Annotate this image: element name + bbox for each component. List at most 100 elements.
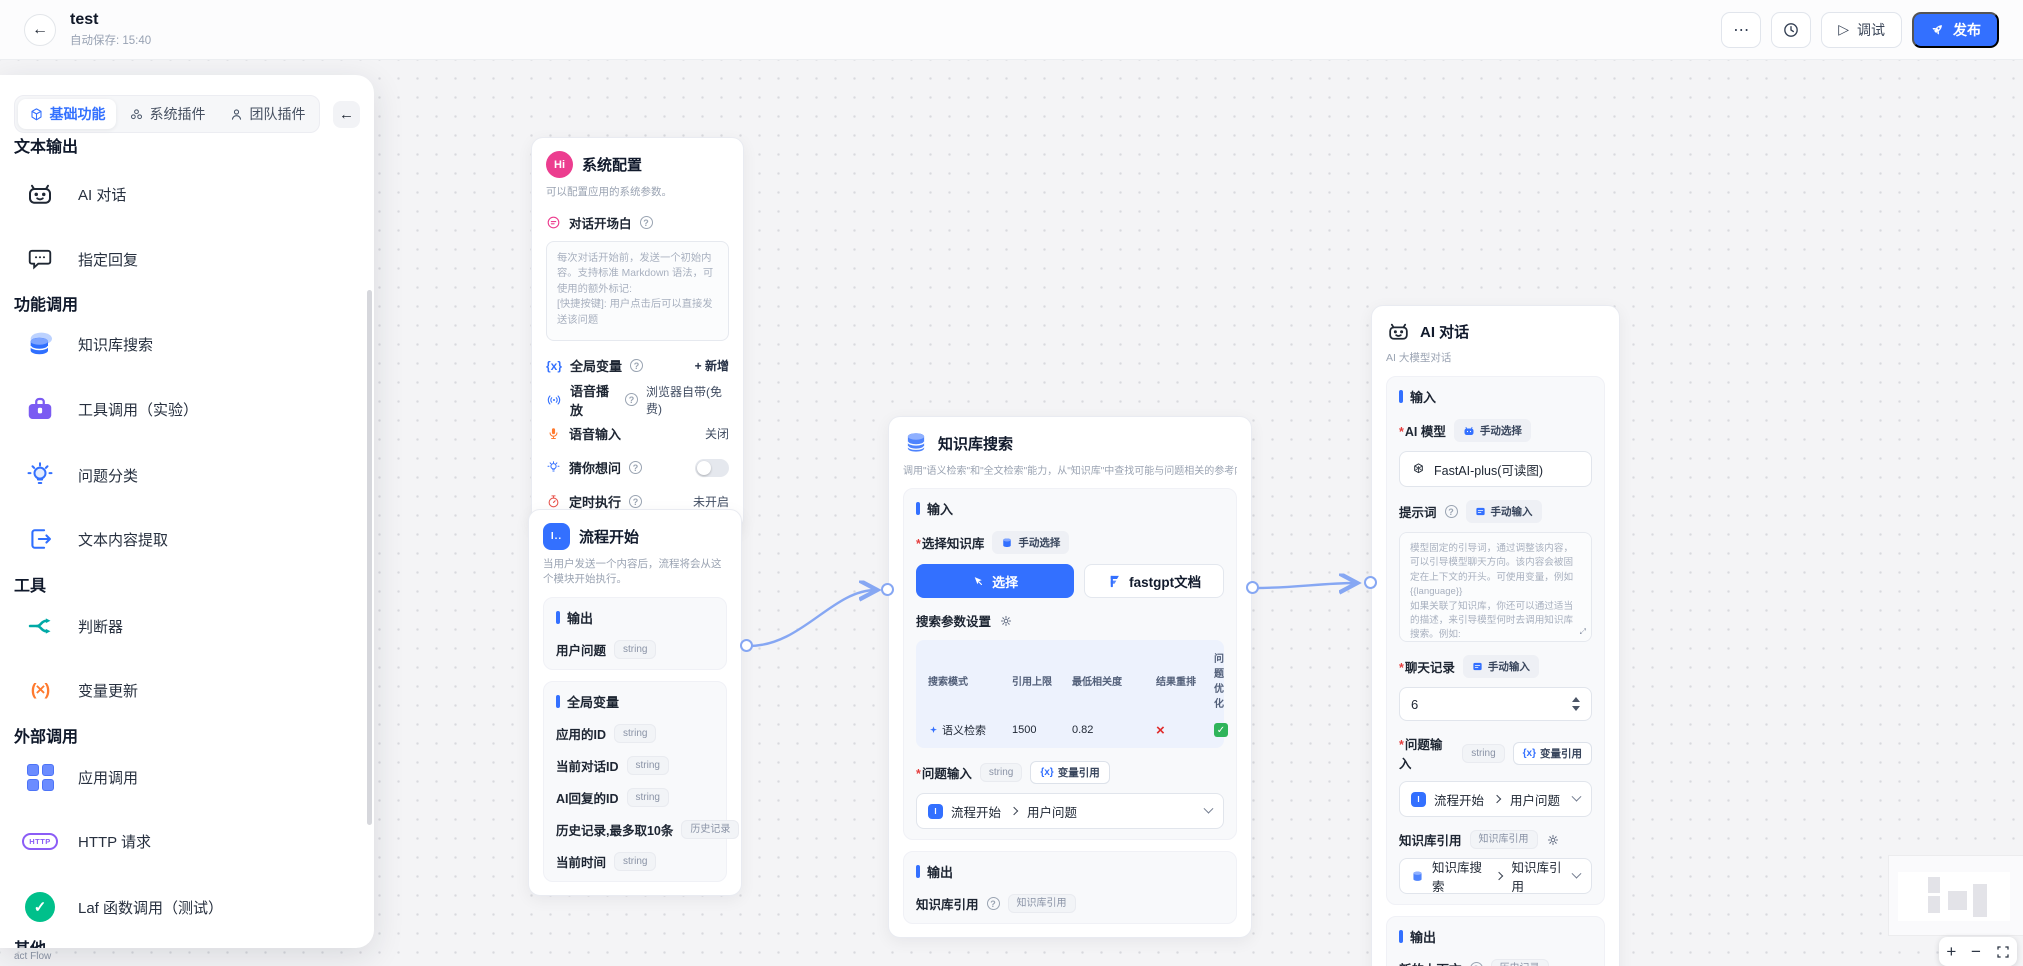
kb-input-box: 输入 选择知识库 手动选择 选择 fastgpt文档 搜索参数设置 搜索模式 引…	[903, 488, 1237, 840]
quote-source-select[interactable]: 知识库搜索 知识库引用	[1399, 858, 1592, 894]
source-field: 用户问题	[1027, 805, 1078, 820]
history-button[interactable]	[1771, 11, 1812, 48]
sidebar-item-app-call[interactable]: 应用调用	[22, 755, 138, 799]
canvas-controls: + −	[1939, 937, 2017, 966]
prompt-textarea[interactable]	[1399, 532, 1592, 642]
welcome-chat-icon	[547, 216, 560, 229]
sidebar-item-tool-call[interactable]: 工具调用（实验）	[22, 387, 198, 431]
stepper-up-icon[interactable]	[1572, 697, 1580, 702]
welcome-textarea[interactable]	[546, 241, 729, 341]
global-label: 应用的ID	[556, 728, 607, 742]
tab-team-plugins[interactable]: 团队插件	[218, 99, 316, 129]
model-mode-badge[interactable]: 手动选择	[1453, 419, 1531, 442]
handle-kb-source[interactable]	[1246, 581, 1259, 594]
flow-start-mini-icon: I	[928, 803, 943, 819]
type-badge: 历史记录	[681, 820, 740, 839]
chevron-down-icon	[1203, 803, 1214, 814]
fit-view-button[interactable]	[1996, 945, 2010, 959]
gear-icon[interactable]	[1546, 833, 1560, 847]
autosave-status: 自动保存: 15:40	[70, 35, 152, 47]
limit-cell: 1500	[1012, 724, 1037, 736]
model-label: AI 模型	[1399, 421, 1446, 440]
bulb-icon	[547, 461, 560, 472]
handle-ai-target[interactable]	[1364, 576, 1377, 589]
handle-start-source[interactable]	[740, 639, 753, 652]
sidebar-item-dataset-search[interactable]: 知识库搜索	[22, 322, 153, 366]
expand-icon[interactable]: ⤢	[1579, 627, 1586, 636]
question-source-select[interactable]: I 流程开始 用户问题	[1399, 781, 1592, 817]
chat-bubble-icon	[22, 241, 58, 277]
source-app: 知识库搜索	[1432, 861, 1483, 894]
debug-button[interactable]: ▷ 调试	[1821, 11, 1902, 48]
sidebar-item-ai-chat[interactable]: AI 对话	[22, 172, 126, 216]
sidebar-item-judge[interactable]: 判断器	[22, 604, 123, 648]
tab-system-plugins[interactable]: 系统插件	[118, 99, 216, 129]
type-badge: string	[626, 788, 669, 807]
schedule-value[interactable]: 未开启	[692, 495, 729, 509]
type-badge: string	[979, 763, 1023, 782]
sidebar-item-http[interactable]: HTTP HTTP 请求	[22, 819, 151, 863]
question-source-select[interactable]: I 流程开始 用户问题	[916, 793, 1224, 829]
section-title: 输入	[1399, 387, 1592, 406]
section-title: 其他	[14, 935, 46, 948]
node-flow-start[interactable]: I.. 流程开始 当用户发送一个内容后，流程将会从这个模块开始执行。 输出 用户…	[528, 509, 742, 896]
back-button[interactable]: ←	[24, 13, 56, 46]
section-title: 输入	[916, 499, 1224, 518]
cursor-icon	[974, 576, 983, 585]
dataset-choose-button[interactable]: 选择	[916, 564, 1075, 598]
zoom-out-button[interactable]: −	[1970, 942, 1981, 961]
tab-basic-modules[interactable]: 基础功能	[18, 99, 116, 129]
sidebar-collapse-button[interactable]: ←	[333, 101, 360, 128]
node-subtitle: 当用户发送一个内容后，流程将会从这个模块开始执行。	[543, 558, 722, 585]
global-label: AI回复的ID	[556, 792, 619, 806]
help-icon: ?	[1469, 962, 1483, 966]
edit-mini-icon	[1473, 662, 1482, 671]
tts-value[interactable]: 浏览器自带(免费)	[645, 384, 722, 416]
node-dataset-search[interactable]: 知识库搜索 调用"语义检索"和"全文检索"能力，从"知识库"中查找可能与问题相关…	[888, 416, 1252, 938]
question-input-label: 问题输入	[1399, 734, 1454, 772]
stt-value[interactable]: 关闭	[704, 427, 729, 441]
sidebar-item-classify[interactable]: 问题分类	[22, 453, 138, 497]
minimap-node	[1973, 884, 1987, 917]
dataset-card[interactable]: fastgpt文档	[1084, 564, 1224, 598]
topbar-actions: ⋯ ▷ 调试 发布	[1721, 11, 1999, 48]
global-label: 当前对话ID	[556, 760, 619, 774]
minimap-node	[1928, 896, 1940, 913]
chevron-right-icon	[1494, 871, 1503, 881]
node-ai-chat[interactable]: AI 对话 AI 大模型对话 输入 AI 模型 手动选择 FastAI-plus…	[1371, 305, 1620, 966]
sidebar-tabs: 基础功能 系统插件 团队插件	[14, 95, 320, 133]
minimap[interactable]	[1889, 856, 2023, 935]
sidebar-item-reply[interactable]: 指定回复	[22, 237, 138, 281]
variable-ref-badge[interactable]: {x} 变量引用	[1512, 741, 1592, 765]
table-header: 搜索模式	[928, 676, 968, 688]
global-row: 当前对话ID string	[556, 756, 714, 775]
sidebar-item-extract[interactable]: 文本内容提取	[22, 517, 168, 561]
chevron-down-icon	[1571, 868, 1582, 879]
prompt-mode-badge[interactable]: 手动输入	[1465, 500, 1542, 523]
handle-kb-target[interactable]	[881, 583, 894, 596]
search-params-table: 搜索模式 引用上限 最低相关度 结果重排 问题优化 语义检索 1500 0.82…	[916, 640, 1228, 748]
bulb-icon	[22, 457, 58, 493]
dataset-mode-badge[interactable]: 手动选择	[992, 531, 1070, 554]
tts-label: 语音播放	[570, 383, 610, 418]
topbar: ← test 自动保存: 15:40 ⋯ ▷ 调试 发布	[0, 0, 2023, 60]
sidebar-item-laf[interactable]: ✓ Laf 函数调用（测试）	[22, 885, 223, 929]
zoom-in-button[interactable]: +	[1946, 942, 1957, 961]
more-button[interactable]: ⋯	[1721, 11, 1762, 48]
stepper-down-icon[interactable]	[1572, 706, 1580, 711]
ai-output-box: 输出 新的上下文 ? 历史记录 AI回复内容 ? string	[1386, 916, 1605, 966]
add-variable-button[interactable]: + 新增	[694, 359, 729, 373]
history-number-input[interactable]: 6	[1399, 687, 1592, 721]
sidebar-item-variable-update[interactable]: (×) 变量更新	[22, 668, 138, 712]
node-title: 流程开始	[579, 529, 640, 546]
guess-label: 猜你想问	[569, 461, 622, 476]
history-mode-badge[interactable]: 手动输入	[1462, 655, 1539, 678]
model-select[interactable]: FastAI-plus(可读图)	[1399, 451, 1592, 487]
node-system-config[interactable]: Hi 系统配置 可以配置应用的系统参数。 对话开场白 ? {x} 全局变量 ? …	[531, 137, 744, 530]
publish-button[interactable]: 发布	[1912, 11, 1999, 48]
clock-icon	[1784, 22, 1799, 37]
gear-icon[interactable]	[999, 614, 1013, 628]
variable-ref-badge[interactable]: {x} 变量引用	[1030, 761, 1110, 784]
guess-toggle[interactable]	[695, 458, 729, 477]
sidebar-scrollbar[interactable]	[367, 290, 372, 825]
